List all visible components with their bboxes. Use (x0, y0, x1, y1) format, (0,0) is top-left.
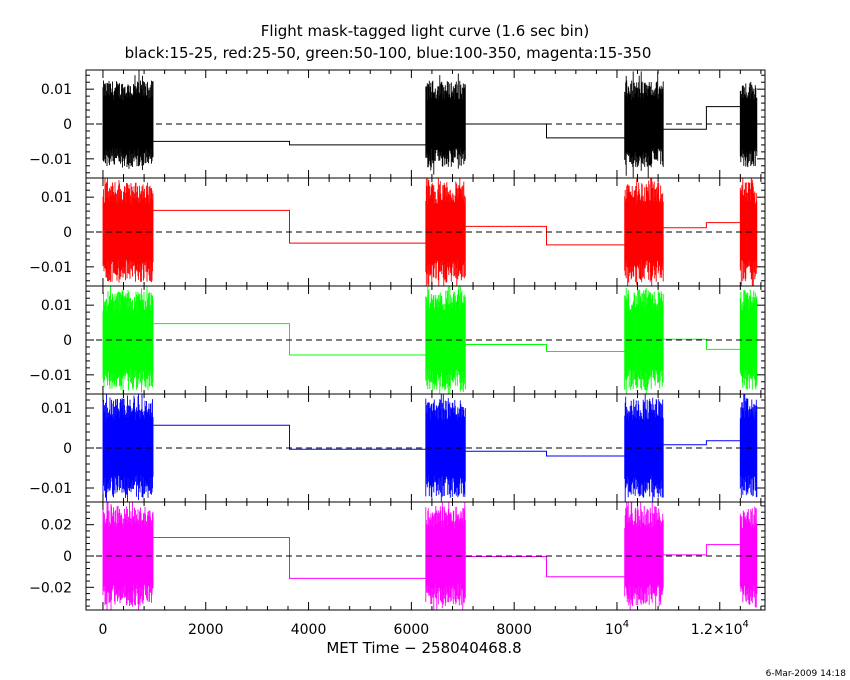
noise-segment-1 (102, 286, 154, 394)
x-tick-label: 0 (99, 622, 108, 638)
step-line (153, 106, 741, 146)
step-line (153, 424, 741, 457)
panels-group: 0.01 0 −0.01 0.01 0 −0.01 0.01 0 −0.01 0.01 0 −0.01… (29, 69, 766, 611)
noise-group (102, 394, 758, 502)
noise-segment-4 (739, 506, 758, 608)
noise-segment-3 (624, 71, 664, 178)
y-tick-label: 0.01 (41, 298, 72, 314)
x-tick-label: 2000 (188, 622, 224, 638)
noise-segment-3 (624, 178, 664, 286)
noise-segment-4 (739, 178, 758, 286)
panel-green: 0.01 0 −0.01 (29, 285, 766, 395)
y-tick-label: 0 (63, 549, 72, 565)
y-tick-label: 0.01 (41, 82, 72, 98)
y-tick-label: 0 (63, 333, 72, 349)
y-tick-label: −0.01 (29, 481, 72, 497)
y-tick-label: −0.01 (29, 368, 72, 384)
noise-segment-2 (425, 178, 466, 286)
noise-segment-1 (102, 502, 154, 610)
noise-segment-2 (425, 502, 466, 610)
noise-group (102, 178, 758, 286)
x-tick-label: 1.2×104 (691, 619, 749, 638)
y-tick-label: 0.02 (41, 518, 72, 534)
panel-magenta: 0.02 0 −0.02 (29, 501, 766, 611)
y-tick-label: −0.01 (29, 260, 72, 276)
noise-group (102, 70, 758, 178)
step-line (153, 323, 741, 356)
panel-blue: 0.01 0 −0.01 (29, 393, 766, 503)
y-tick-label: −0.02 (29, 580, 72, 596)
chart-subtitle: black:15-25, red:25-50, green:50-100, bl… (125, 44, 652, 62)
noise-segment-4 (739, 289, 758, 390)
x-axis-label: MET Time − 258040468.8 (326, 639, 521, 657)
noise-segment-3 (624, 287, 664, 394)
y-tick-label: −0.01 (29, 152, 72, 168)
timestamp: 6-Mar-2009 14:18 (766, 669, 847, 679)
noise-segment-1 (102, 178, 154, 283)
y-tick-label: 0 (63, 117, 72, 133)
panel-black: 0.01 0 −0.01 (29, 69, 766, 179)
x-tick-label: 8000 (496, 622, 532, 638)
noise-segment-1 (102, 70, 154, 170)
chart-title: Flight mask-tagged light curve (1.6 sec … (261, 22, 589, 40)
step-line (153, 209, 741, 246)
noise-segment-4 (739, 394, 758, 498)
noise-segment-2 (425, 286, 466, 394)
x-tick-label: 104 (605, 619, 629, 638)
x-tick-label: 6000 (394, 622, 430, 638)
y-tick-label: 0.01 (41, 401, 72, 417)
noise-segment-3 (624, 394, 664, 502)
x-axis: 0 2000 4000 6000 8000 104 1.2×104 (99, 619, 749, 638)
noise-segment-1 (102, 394, 154, 502)
y-tick-label: 0 (63, 441, 72, 457)
y-tick-label: 0.01 (41, 190, 72, 206)
panel-red: 0.01 0 −0.01 (29, 177, 766, 287)
y-tick-label: 0 (63, 225, 72, 241)
x-tick-label: 4000 (291, 622, 327, 638)
step-line (153, 537, 741, 579)
